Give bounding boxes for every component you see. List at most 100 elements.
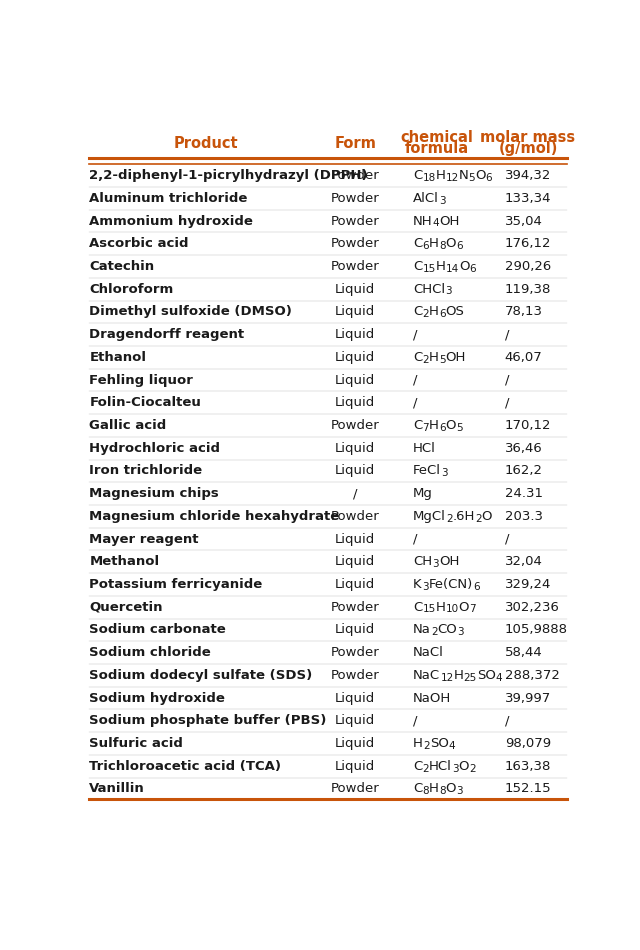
- Text: 10: 10: [445, 604, 459, 615]
- Text: C: C: [413, 419, 422, 432]
- Text: /: /: [505, 328, 509, 341]
- Text: 46,07: 46,07: [505, 351, 543, 364]
- Text: HCl: HCl: [413, 442, 436, 455]
- Text: 329,24: 329,24: [505, 578, 551, 591]
- Text: /: /: [413, 396, 418, 409]
- Text: Trichloroacetic acid (TCA): Trichloroacetic acid (TCA): [90, 760, 282, 772]
- Text: Liquid: Liquid: [335, 692, 375, 705]
- Text: 288,372: 288,372: [505, 669, 559, 682]
- Text: H: H: [436, 169, 445, 182]
- Text: 3: 3: [452, 764, 459, 773]
- Text: NaOH: NaOH: [413, 692, 451, 705]
- Text: Hydrochloric acid: Hydrochloric acid: [90, 442, 220, 455]
- Text: Fe(CN): Fe(CN): [429, 578, 473, 591]
- Text: H: H: [454, 669, 463, 682]
- Text: 5: 5: [456, 423, 463, 433]
- Text: O: O: [445, 783, 456, 795]
- Text: chemical: chemical: [400, 129, 473, 144]
- Text: 15: 15: [422, 604, 436, 615]
- Text: FeCl: FeCl: [413, 465, 441, 478]
- Text: Liquid: Liquid: [335, 737, 375, 750]
- Text: C: C: [413, 783, 422, 795]
- Text: Liquid: Liquid: [335, 283, 375, 295]
- Text: 119,38: 119,38: [505, 283, 551, 295]
- Text: /: /: [413, 373, 418, 387]
- Text: O: O: [482, 510, 492, 522]
- Text: 2: 2: [422, 354, 429, 365]
- Text: Liquid: Liquid: [335, 623, 375, 636]
- Text: C: C: [413, 305, 422, 318]
- Text: Powder: Powder: [331, 238, 380, 250]
- Text: H: H: [436, 260, 445, 273]
- Text: /: /: [505, 396, 509, 409]
- Text: Powder: Powder: [331, 646, 380, 659]
- Text: Catechin: Catechin: [90, 260, 154, 273]
- Text: formula: formula: [404, 142, 468, 156]
- Text: 133,34: 133,34: [505, 192, 551, 205]
- Text: 2: 2: [431, 627, 438, 637]
- Text: 394,32: 394,32: [505, 169, 551, 182]
- Text: C: C: [413, 600, 422, 614]
- Text: Liquid: Liquid: [335, 533, 375, 545]
- Text: Powder: Powder: [331, 260, 380, 273]
- Text: Sodium dodecyl sulfate (SDS): Sodium dodecyl sulfate (SDS): [90, 669, 312, 682]
- Text: H: H: [413, 737, 423, 750]
- Text: Sodium carbonate: Sodium carbonate: [90, 623, 226, 636]
- Text: 36,46: 36,46: [505, 442, 543, 455]
- Text: 2,2-diphenyl-1-picrylhydrazyl (DPPH): 2,2-diphenyl-1-picrylhydrazyl (DPPH): [90, 169, 368, 182]
- Text: N: N: [459, 169, 468, 182]
- Text: 152.15: 152.15: [505, 783, 551, 795]
- Text: Liquid: Liquid: [335, 328, 375, 341]
- Text: 2: 2: [422, 309, 429, 319]
- Text: 32,04: 32,04: [505, 555, 543, 568]
- Text: C: C: [413, 238, 422, 250]
- Text: 3: 3: [439, 196, 445, 205]
- Text: 39,997: 39,997: [505, 692, 551, 705]
- Text: NaC: NaC: [413, 669, 440, 682]
- Text: O: O: [445, 419, 456, 432]
- Text: Liquid: Liquid: [335, 305, 375, 318]
- Text: 2: 2: [446, 514, 452, 523]
- Text: 3: 3: [422, 581, 429, 592]
- Text: Aluminum trichloride: Aluminum trichloride: [90, 192, 248, 205]
- Text: Powder: Powder: [331, 510, 380, 522]
- Text: C: C: [413, 260, 422, 273]
- Text: Methanol: Methanol: [90, 555, 159, 568]
- Text: CHCl: CHCl: [413, 283, 445, 295]
- Text: Liquid: Liquid: [335, 351, 375, 364]
- Text: OS: OS: [445, 305, 465, 318]
- Text: CO: CO: [438, 623, 458, 636]
- Text: 15: 15: [422, 264, 436, 274]
- Text: Folin-Ciocalteu: Folin-Ciocalteu: [90, 396, 201, 409]
- Text: 14: 14: [445, 264, 459, 274]
- Text: C: C: [413, 169, 422, 182]
- Text: Potassium ferricyanide: Potassium ferricyanide: [90, 578, 262, 591]
- Text: Powder: Powder: [331, 419, 380, 432]
- Text: 6: 6: [439, 423, 445, 433]
- Text: Sodium phosphate buffer (PBS): Sodium phosphate buffer (PBS): [90, 714, 326, 728]
- Text: Iron trichloride: Iron trichloride: [90, 465, 202, 478]
- Text: 3: 3: [441, 468, 448, 478]
- Text: Fehling liquor: Fehling liquor: [90, 373, 193, 387]
- Text: 3: 3: [458, 627, 464, 637]
- Text: Liquid: Liquid: [335, 373, 375, 387]
- Text: 3: 3: [445, 287, 452, 296]
- Text: H: H: [429, 238, 439, 250]
- Text: Dragendorff reagent: Dragendorff reagent: [90, 328, 244, 341]
- Text: (g/mol): (g/mol): [499, 142, 557, 156]
- Text: 203.3: 203.3: [505, 510, 543, 522]
- Text: 6: 6: [469, 264, 476, 274]
- Text: /: /: [505, 533, 509, 545]
- Text: HCl: HCl: [429, 760, 452, 772]
- Text: 12: 12: [445, 173, 459, 183]
- Text: 2: 2: [423, 741, 429, 750]
- Text: Product: Product: [173, 136, 238, 151]
- Text: 5: 5: [439, 354, 445, 365]
- Text: O: O: [459, 760, 469, 772]
- Text: 8: 8: [422, 787, 429, 796]
- Text: 163,38: 163,38: [505, 760, 551, 772]
- Text: Chloroform: Chloroform: [90, 283, 173, 295]
- Text: 8: 8: [439, 787, 445, 796]
- Text: K: K: [413, 578, 422, 591]
- Text: Powder: Powder: [331, 783, 380, 795]
